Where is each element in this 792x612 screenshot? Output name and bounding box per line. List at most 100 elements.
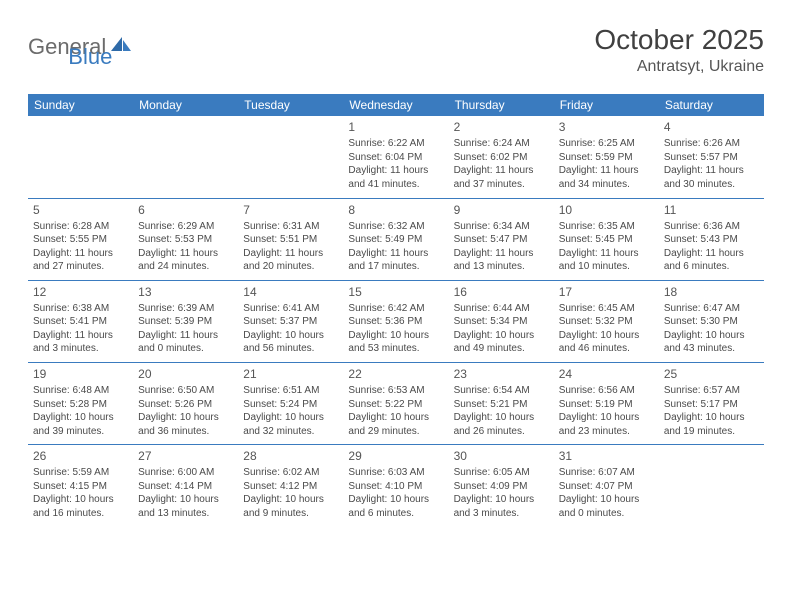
- calendar-day-cell: 11Sunrise: 6:36 AMSunset: 5:43 PMDayligh…: [659, 198, 764, 280]
- daylight-text: and 41 minutes.: [348, 178, 443, 192]
- calendar-day-cell: 9Sunrise: 6:34 AMSunset: 5:47 PMDaylight…: [449, 198, 554, 280]
- sunset-text: Sunset: 4:12 PM: [243, 480, 338, 494]
- day-number: 10: [559, 202, 654, 218]
- location: Antratsyt, Ukraine: [594, 58, 764, 76]
- weekday-header: Monday: [133, 94, 238, 116]
- logo: General Blue: [28, 24, 112, 70]
- daylight-text: Daylight: 10 hours: [664, 329, 759, 343]
- calendar-header-row: SundayMondayTuesdayWednesdayThursdayFrid…: [28, 94, 764, 116]
- sunrise-text: Sunrise: 6:24 AM: [454, 137, 549, 151]
- sunset-text: Sunset: 6:04 PM: [348, 151, 443, 165]
- sunset-text: Sunset: 5:45 PM: [559, 233, 654, 247]
- sunset-text: Sunset: 5:22 PM: [348, 398, 443, 412]
- sunset-text: Sunset: 5:26 PM: [138, 398, 233, 412]
- daylight-text: and 6 minutes.: [348, 507, 443, 521]
- day-number: 18: [664, 284, 759, 300]
- daylight-text: and 49 minutes.: [454, 342, 549, 356]
- daylight-text: and 26 minutes.: [454, 425, 549, 439]
- sunrise-text: Sunrise: 6:42 AM: [348, 302, 443, 316]
- daylight-text: and 6 minutes.: [664, 260, 759, 274]
- sunrise-text: Sunrise: 6:56 AM: [559, 384, 654, 398]
- calendar-week-row: 19Sunrise: 6:48 AMSunset: 5:28 PMDayligh…: [28, 362, 764, 444]
- sunset-text: Sunset: 4:15 PM: [33, 480, 128, 494]
- day-number: 23: [454, 366, 549, 382]
- sunset-text: Sunset: 4:07 PM: [559, 480, 654, 494]
- calendar-day-cell: 17Sunrise: 6:45 AMSunset: 5:32 PMDayligh…: [554, 280, 659, 362]
- calendar-day-cell: 4Sunrise: 6:26 AMSunset: 5:57 PMDaylight…: [659, 116, 764, 198]
- calendar-day-cell: 18Sunrise: 6:47 AMSunset: 5:30 PMDayligh…: [659, 280, 764, 362]
- logo-sail-icon: [110, 36, 132, 59]
- sunrise-text: Sunrise: 6:38 AM: [33, 302, 128, 316]
- calendar-day-cell: [133, 116, 238, 198]
- day-number: 4: [664, 119, 759, 135]
- day-number: 16: [454, 284, 549, 300]
- sunset-text: Sunset: 5:17 PM: [664, 398, 759, 412]
- daylight-text: and 34 minutes.: [559, 178, 654, 192]
- header: General Blue October 2025 Antratsyt, Ukr…: [28, 24, 764, 76]
- calendar-day-cell: 20Sunrise: 6:50 AMSunset: 5:26 PMDayligh…: [133, 362, 238, 444]
- day-number: 20: [138, 366, 233, 382]
- daylight-text: and 0 minutes.: [138, 342, 233, 356]
- day-number: 24: [559, 366, 654, 382]
- sunset-text: Sunset: 5:36 PM: [348, 315, 443, 329]
- day-number: 11: [664, 202, 759, 218]
- day-number: 2: [454, 119, 549, 135]
- sunset-text: Sunset: 5:55 PM: [33, 233, 128, 247]
- calendar-week-row: 12Sunrise: 6:38 AMSunset: 5:41 PMDayligh…: [28, 280, 764, 362]
- sunrise-text: Sunrise: 6:50 AM: [138, 384, 233, 398]
- sunrise-text: Sunrise: 6:41 AM: [243, 302, 338, 316]
- calendar-day-cell: 3Sunrise: 6:25 AMSunset: 5:59 PMDaylight…: [554, 116, 659, 198]
- day-number: 15: [348, 284, 443, 300]
- daylight-text: Daylight: 11 hours: [664, 247, 759, 261]
- sunrise-text: Sunrise: 6:45 AM: [559, 302, 654, 316]
- sunset-text: Sunset: 5:41 PM: [33, 315, 128, 329]
- day-number: 22: [348, 366, 443, 382]
- daylight-text: Daylight: 10 hours: [348, 493, 443, 507]
- sunrise-text: Sunrise: 6:22 AM: [348, 137, 443, 151]
- daylight-text: Daylight: 10 hours: [454, 411, 549, 425]
- logo-text-blue: Blue: [68, 44, 112, 70]
- calendar-day-cell: 5Sunrise: 6:28 AMSunset: 5:55 PMDaylight…: [28, 198, 133, 280]
- daylight-text: and 9 minutes.: [243, 507, 338, 521]
- daylight-text: and 20 minutes.: [243, 260, 338, 274]
- sunset-text: Sunset: 5:47 PM: [454, 233, 549, 247]
- calendar-day-cell: 14Sunrise: 6:41 AMSunset: 5:37 PMDayligh…: [238, 280, 343, 362]
- daylight-text: and 13 minutes.: [454, 260, 549, 274]
- calendar-body: 1Sunrise: 6:22 AMSunset: 6:04 PMDaylight…: [28, 116, 764, 527]
- daylight-text: and 37 minutes.: [454, 178, 549, 192]
- daylight-text: and 27 minutes.: [33, 260, 128, 274]
- sunset-text: Sunset: 5:34 PM: [454, 315, 549, 329]
- calendar-day-cell: 8Sunrise: 6:32 AMSunset: 5:49 PMDaylight…: [343, 198, 448, 280]
- day-number: 13: [138, 284, 233, 300]
- sunset-text: Sunset: 5:21 PM: [454, 398, 549, 412]
- day-number: 14: [243, 284, 338, 300]
- day-number: 30: [454, 448, 549, 464]
- daylight-text: Daylight: 10 hours: [559, 493, 654, 507]
- daylight-text: and 29 minutes.: [348, 425, 443, 439]
- sunset-text: Sunset: 5:59 PM: [559, 151, 654, 165]
- daylight-text: and 13 minutes.: [138, 507, 233, 521]
- title-block: October 2025 Antratsyt, Ukraine: [594, 24, 764, 76]
- calendar-day-cell: 13Sunrise: 6:39 AMSunset: 5:39 PMDayligh…: [133, 280, 238, 362]
- daylight-text: Daylight: 10 hours: [243, 411, 338, 425]
- daylight-text: Daylight: 10 hours: [138, 493, 233, 507]
- day-number: 29: [348, 448, 443, 464]
- sunrise-text: Sunrise: 6:31 AM: [243, 220, 338, 234]
- sunrise-text: Sunrise: 6:53 AM: [348, 384, 443, 398]
- daylight-text: Daylight: 11 hours: [138, 329, 233, 343]
- calendar-day-cell: 28Sunrise: 6:02 AMSunset: 4:12 PMDayligh…: [238, 445, 343, 527]
- daylight-text: and 0 minutes.: [559, 507, 654, 521]
- daylight-text: and 24 minutes.: [138, 260, 233, 274]
- sunrise-text: Sunrise: 6:57 AM: [664, 384, 759, 398]
- sunrise-text: Sunrise: 6:36 AM: [664, 220, 759, 234]
- daylight-text: and 17 minutes.: [348, 260, 443, 274]
- daylight-text: Daylight: 10 hours: [243, 329, 338, 343]
- calendar-table: SundayMondayTuesdayWednesdayThursdayFrid…: [28, 94, 764, 527]
- daylight-text: Daylight: 10 hours: [559, 329, 654, 343]
- weekday-header: Tuesday: [238, 94, 343, 116]
- day-number: 21: [243, 366, 338, 382]
- calendar-week-row: 26Sunrise: 5:59 AMSunset: 4:15 PMDayligh…: [28, 445, 764, 527]
- daylight-text: and 53 minutes.: [348, 342, 443, 356]
- sunrise-text: Sunrise: 6:34 AM: [454, 220, 549, 234]
- month-title: October 2025: [594, 24, 764, 56]
